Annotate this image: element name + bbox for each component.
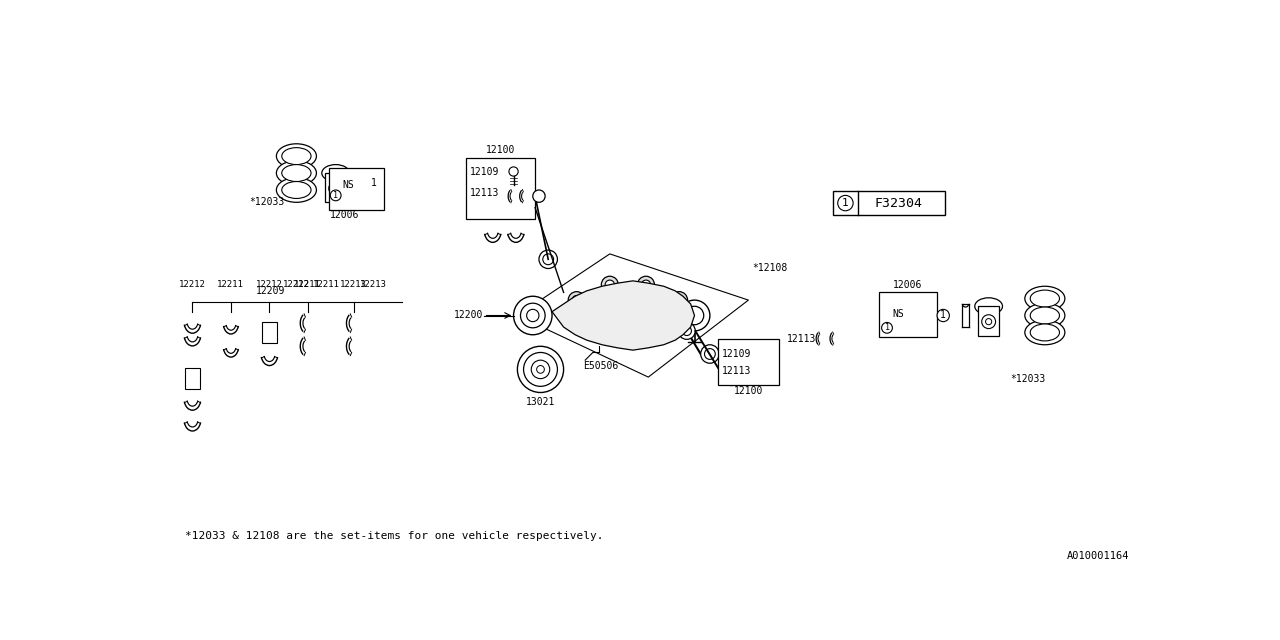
Circle shape [572,296,581,305]
Circle shape [330,190,340,201]
Text: 1: 1 [371,178,378,188]
Bar [833,191,945,216]
Circle shape [675,296,684,305]
Circle shape [637,276,654,293]
Circle shape [509,167,518,176]
Circle shape [680,300,710,331]
Ellipse shape [276,144,316,168]
Circle shape [937,309,950,322]
Circle shape [513,296,552,335]
Text: 1: 1 [842,198,849,208]
Ellipse shape [1025,303,1065,328]
Text: 12109: 12109 [722,349,751,359]
Text: 12211: 12211 [314,280,340,289]
Circle shape [517,346,563,392]
Circle shape [536,365,544,373]
Ellipse shape [975,298,1002,315]
Ellipse shape [1030,290,1060,307]
Ellipse shape [282,148,311,164]
Text: 13021: 13021 [526,397,556,407]
Polygon shape [552,281,695,350]
Circle shape [539,250,558,269]
Circle shape [531,360,549,379]
Bar [978,307,1000,335]
Circle shape [837,195,854,211]
Text: *12033: *12033 [1010,374,1046,383]
Circle shape [333,186,339,191]
Text: 12113: 12113 [722,366,751,376]
Circle shape [658,303,669,313]
Text: 12212: 12212 [256,280,283,289]
Text: 12113: 12113 [787,333,817,344]
Text: 1: 1 [333,191,338,200]
Circle shape [521,303,545,328]
Text: *12108: *12108 [753,263,787,273]
Text: F32304: F32304 [874,196,923,209]
Ellipse shape [1025,286,1065,311]
Text: 12006: 12006 [329,211,358,220]
Text: 12212: 12212 [179,280,206,289]
Circle shape [682,326,691,335]
Circle shape [543,254,553,265]
Text: *12033 & 12108 are the set-items for one vehicle respectively.: *12033 & 12108 are the set-items for one… [184,531,603,541]
Text: 12209: 12209 [256,286,285,296]
Text: 12100: 12100 [733,386,763,396]
Text: NS: NS [892,309,905,319]
Text: 12211: 12211 [218,280,244,289]
Ellipse shape [282,182,311,198]
Circle shape [524,353,558,387]
Bar [262,322,278,343]
Circle shape [526,309,539,322]
Circle shape [602,276,618,293]
Circle shape [986,319,992,324]
Text: 12211: 12211 [294,280,321,289]
Text: 1: 1 [941,310,946,321]
Ellipse shape [282,164,311,182]
Text: 12006: 12006 [893,280,923,290]
Text: E50506: E50506 [582,360,618,371]
Ellipse shape [1030,324,1060,341]
Circle shape [685,307,704,324]
Text: 12212: 12212 [283,280,310,289]
Bar [879,292,937,337]
Text: 12100: 12100 [486,145,515,155]
Text: 12200: 12200 [453,310,483,321]
Circle shape [700,345,719,364]
Circle shape [605,280,614,289]
Circle shape [568,292,585,308]
Circle shape [704,349,716,360]
Bar [325,173,347,202]
Circle shape [671,292,687,308]
Circle shape [369,177,380,189]
Circle shape [982,315,996,328]
Ellipse shape [321,164,349,182]
Text: 1: 1 [884,323,890,332]
Ellipse shape [276,178,316,202]
Text: 12213: 12213 [360,280,387,289]
Ellipse shape [1030,307,1060,324]
Circle shape [654,298,673,317]
Bar [718,339,780,385]
Circle shape [532,190,545,202]
Circle shape [641,280,650,289]
Circle shape [882,323,892,333]
Circle shape [329,182,343,195]
Circle shape [727,372,736,381]
Ellipse shape [276,161,316,186]
Text: A010001164: A010001164 [1068,551,1129,561]
Bar [184,368,200,389]
Text: 12113: 12113 [470,188,499,198]
Circle shape [723,369,740,385]
Bar [466,157,535,220]
Text: 12109: 12109 [470,166,499,177]
Bar [329,168,384,210]
Circle shape [678,323,695,339]
Text: NS: NS [342,180,353,189]
Text: *12033: *12033 [250,196,284,207]
Ellipse shape [1025,320,1065,345]
Text: 12213: 12213 [340,280,367,289]
